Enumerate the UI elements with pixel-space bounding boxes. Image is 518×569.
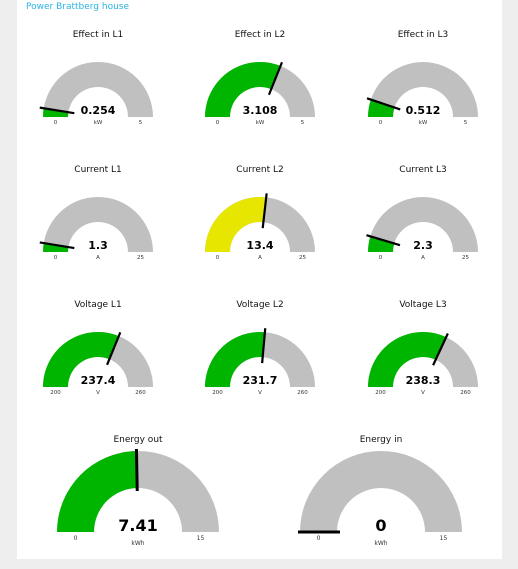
gauge-unit: V — [258, 390, 262, 396]
gauge-max-label: 25 — [299, 255, 306, 261]
gauge-min-label: 200 — [50, 390, 61, 396]
gauge-max-label: 15 — [197, 535, 205, 542]
gauge-needle — [432, 333, 449, 366]
gauge-fill — [205, 332, 265, 387]
gauge-value: 0 — [375, 516, 386, 535]
gauge-title: Energy in — [360, 435, 403, 445]
gauge-min-label: 200 — [212, 390, 223, 396]
gauge-needle — [39, 241, 75, 250]
gauge-max-label: 260 — [297, 390, 308, 396]
gauge-title: Current L2 — [236, 165, 283, 175]
gauge-needle — [267, 61, 284, 96]
gauge-unit: kW — [419, 120, 428, 126]
gauge-unit: A — [258, 255, 262, 261]
gauge-unit: A — [421, 255, 425, 261]
gauge-track — [43, 197, 153, 252]
gauge-fill — [205, 197, 267, 252]
gauge-min-label: 0 — [74, 535, 78, 542]
gauge-needle — [366, 234, 401, 247]
gauge-min-label: 200 — [375, 390, 386, 396]
gauge-min-label: 0 — [216, 120, 220, 126]
gauge-unit: V — [421, 390, 425, 396]
gauge-min-label: 0 — [317, 535, 321, 542]
gauge-title: Voltage L3 — [399, 300, 446, 310]
gauge-effect-l3: Effect in L3 0.512 kW 0 5 — [366, 30, 478, 126]
gauge-value: 2.3 — [413, 239, 433, 252]
gauge-fill — [43, 331, 119, 387]
gauge-energy-out: Energy out 7.41 kWh 0 15 — [57, 435, 219, 547]
gauge-min-label: 0 — [379, 120, 383, 126]
gauge-value: 1.3 — [88, 239, 108, 252]
gauge-unit: V — [96, 390, 100, 396]
gauge-value: 0.512 — [406, 104, 441, 117]
gauge-effect-l2: Effect in L2 3.108 kW 0 5 — [205, 30, 315, 126]
gauge-title: Voltage L1 — [74, 300, 121, 310]
gauge-title: Effect in L2 — [235, 30, 286, 40]
gauge-min-label: 0 — [54, 255, 58, 261]
gauge-min-label: 0 — [54, 120, 58, 126]
gauge-energy-in: Energy in 0 kWh 0 15 — [298, 435, 462, 547]
gauge-max-label: 260 — [135, 390, 146, 396]
gauge-effect-l1: Effect in L1 0.254 kW 0 5 — [39, 30, 153, 126]
gauge-needle — [39, 106, 75, 115]
gauge-value: 237.4 — [81, 374, 116, 387]
gauge-title: Voltage L2 — [236, 300, 283, 310]
gauge-unit: kWh — [131, 540, 144, 547]
gauge-min-label: 0 — [216, 255, 220, 261]
gauge-fill — [43, 108, 69, 117]
gauge-max-label: 25 — [137, 255, 144, 261]
gauge-min-label: 0 — [379, 255, 383, 261]
gauge-current-l3: Current L3 2.3 A 0 25 — [366, 165, 478, 261]
gauge-fill — [57, 451, 138, 532]
gauge-fill — [205, 62, 281, 117]
gauge-track — [43, 62, 153, 117]
gauge-current-l1: Current L1 1.3 A 0 25 — [39, 165, 153, 261]
gauge-max-label: 260 — [460, 390, 471, 396]
gauge-unit: A — [96, 255, 100, 261]
gauge-needle — [106, 331, 122, 366]
gauge-unit: kW — [94, 120, 103, 126]
gauge-title: Effect in L3 — [398, 30, 449, 40]
gauge-unit: kW — [256, 120, 265, 126]
gauge-value: 13.4 — [246, 239, 273, 252]
gauge-fill — [368, 99, 395, 117]
gauge-needle — [134, 448, 139, 492]
gauge-fill — [368, 236, 395, 252]
gauge-needle — [366, 97, 401, 111]
gauge-track — [300, 451, 462, 532]
gauge-title: Effect in L1 — [73, 30, 124, 40]
gauge-voltage-l2: Voltage L2 231.7 V 200 260 — [205, 300, 315, 396]
gauge-title: Current L1 — [74, 165, 121, 175]
gauge-track — [368, 62, 478, 117]
gauge-value: 3.108 — [243, 104, 278, 117]
gauge-needle — [261, 193, 268, 229]
group-title: Power Brattberg house — [26, 2, 130, 12]
gauge-value: 7.41 — [118, 516, 157, 535]
gauge-voltage-l3: Voltage L3 238.3 V 200 260 — [368, 300, 478, 396]
gauge-max-label: 15 — [440, 535, 448, 542]
gauge-max-label: 5 — [464, 120, 468, 126]
gauge-max-label: 5 — [139, 120, 143, 126]
gauge-title: Current L3 — [399, 165, 446, 175]
gauge-value: 0.254 — [81, 104, 116, 117]
gauge-max-label: 25 — [462, 255, 469, 261]
gauge-value: 238.3 — [406, 374, 441, 387]
gauge-fill — [368, 332, 447, 387]
gauge-needle — [261, 328, 267, 364]
gauge-value: 231.7 — [243, 374, 278, 387]
gauge-unit: kWh — [374, 540, 387, 547]
gauge-voltage-l1: Voltage L1 237.4 V 200 260 — [43, 300, 153, 396]
gauge-fill — [43, 243, 69, 252]
gauge-title: Energy out — [113, 435, 163, 445]
gauge-current-l2: Current L2 13.4 A 0 25 — [205, 165, 315, 261]
gauge-track — [368, 197, 478, 252]
gauge-max-label: 5 — [301, 120, 305, 126]
